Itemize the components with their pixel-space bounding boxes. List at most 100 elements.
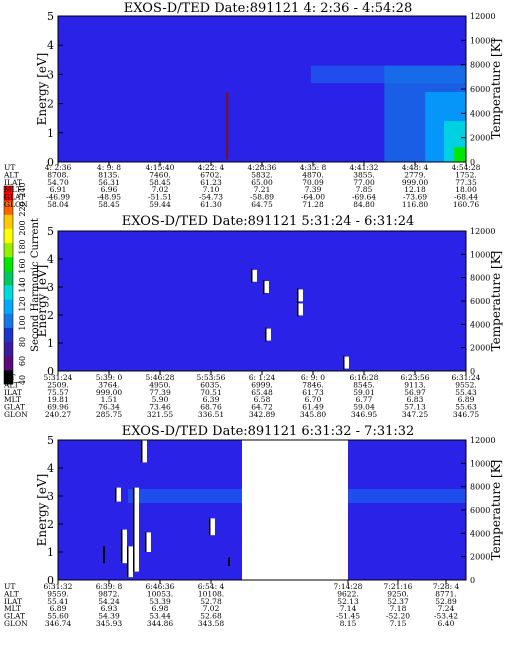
colorbar-tick-label: 80 [18, 337, 27, 347]
cell-glon: 346.74 [45, 619, 71, 628]
bright-streak [298, 303, 303, 316]
cell-glat: -51.51 [148, 193, 172, 202]
y-right-tick-label: 12000 [470, 227, 495, 236]
colorbar-tick-label: 40 [18, 375, 27, 385]
cell-alt: 10053. [147, 589, 173, 598]
cell-alt: 2509. [47, 380, 68, 389]
colorbar-swatch [4, 341, 13, 357]
colorbar-label: Second Harmonic Current [30, 218, 41, 352]
y-tick-label: 2 [47, 309, 54, 322]
y-right-tick-label: 4000 [470, 320, 490, 329]
bright-streak [146, 532, 151, 552]
y-right-tick-label: 0 [470, 367, 475, 376]
cell-alt: 8135. [98, 170, 119, 179]
row-label-mlt: MLT [4, 395, 21, 404]
bright-streak [142, 440, 147, 463]
cell-ut: 6: 1:24 [249, 373, 276, 382]
cell-glat: 61.49 [302, 403, 324, 412]
cell-glat: 68.76 [200, 403, 222, 412]
y-tick-label: 3 [47, 281, 54, 294]
colorbar-tick-label: 180 [18, 239, 27, 254]
dark-edge [228, 557, 230, 566]
cell-glat: -54.73 [199, 193, 223, 202]
cell-ilat: 65.00 [251, 178, 273, 187]
colorbar-swatch [4, 355, 13, 371]
cell-ilat: 54.70 [47, 178, 69, 187]
y-tick-label: 1 [47, 127, 54, 140]
cell-ut: 4:54:28 [452, 163, 481, 172]
cell-mlt: 7.24 [438, 604, 455, 613]
row-label-alt: ALT [3, 589, 19, 598]
cell-glon: 8.15 [340, 619, 357, 628]
y-tick-label: 2 [47, 98, 54, 111]
dark-edge [297, 288, 299, 303]
y-tick-label: 5 [47, 10, 54, 23]
colorbar-swatch [4, 200, 13, 215]
cell-mlt: 7.14 [340, 604, 357, 613]
colorbar-tick-label: 200 [18, 220, 27, 235]
cell-ilat: 999.00 [402, 178, 428, 187]
cell-ilat: 77.00 [353, 178, 375, 187]
colorbar-frame [3, 185, 14, 385]
y-right-tick-label: 6000 [470, 506, 490, 515]
cell-alt: 8708. [47, 170, 68, 179]
y-right-tick-label: 8000 [470, 274, 490, 283]
dark-edge [133, 487, 135, 572]
colorbar-tick-label: 160 [18, 258, 27, 273]
cell-ilat: 56.31 [98, 178, 119, 187]
dark-edge [103, 546, 105, 564]
cell-alt: 3855. [353, 170, 374, 179]
dark-edge [343, 355, 345, 370]
cell-ut: 5:39: 0 [96, 373, 123, 382]
cell-ut: 5:46:28 [146, 373, 175, 382]
cell-alt: 6999. [251, 380, 272, 389]
cell-mlt: 1.51 [101, 395, 118, 404]
cell-ut: 6:54: 4 [198, 582, 225, 591]
cell-glon: 240.27 [45, 410, 71, 419]
colorbar-swatch [4, 369, 13, 385]
y-axis-label: Energy [eV] [35, 53, 49, 126]
band-3ev [128, 489, 242, 503]
y-right-tick-label: 0 [470, 576, 475, 585]
cell-ilat: 52.89 [435, 597, 457, 606]
cell-glon: 84.80 [353, 200, 375, 209]
cell-mlt: 6.70 [305, 395, 322, 404]
cell-glon: 342.89 [249, 410, 275, 419]
spectrogram-panel-2 [58, 231, 466, 371]
y-tick-label: 4 [47, 39, 54, 52]
cell-mlt: 6.83 [407, 395, 424, 404]
y-tick-label: 3 [47, 490, 54, 503]
y-tick-label: 0 [47, 156, 54, 169]
cell-mlt: 7.39 [305, 185, 322, 194]
bright-streak [134, 487, 139, 572]
colorbar-swatch [4, 256, 13, 272]
y-right-tick-label: 4000 [470, 529, 490, 538]
cell-glon: 116.80 [402, 200, 428, 209]
cell-glon: 346.75 [453, 410, 479, 419]
cell-glat: 55.63 [455, 403, 477, 412]
colorbar-tick-label: 240 [18, 182, 27, 197]
y-right-tick-label: 2000 [470, 553, 490, 562]
row-label-glon: GLON [4, 410, 28, 419]
dark-edge [263, 280, 265, 294]
cell-glat: 76.34 [98, 403, 120, 412]
cell-glon: 347.25 [402, 410, 428, 419]
cell-ilat: 77.39 [149, 388, 171, 397]
cell-alt: 3764. [98, 380, 119, 389]
cell-glon: 344.86 [147, 619, 173, 628]
cell-alt: 10108. [198, 589, 224, 598]
dark-edge [297, 302, 299, 317]
y-right-tick-label: 12000 [470, 436, 495, 445]
cell-mlt: 7.10 [203, 185, 220, 194]
cell-ut: 6:16:28 [350, 373, 379, 382]
cell-glon: 71.28 [302, 200, 324, 209]
cell-glon: 7.15 [390, 619, 407, 628]
cell-alt: 9113. [404, 380, 425, 389]
cell-ilat: 55.41 [47, 597, 68, 606]
cell-ut: 4: 2:36 [45, 163, 72, 172]
cell-ut: 6: 9: 0 [301, 373, 325, 382]
y-tick-label: 5 [47, 434, 54, 447]
cell-ut: 6:46:36 [146, 582, 175, 591]
cell-ut: 5:31:24 [44, 373, 73, 382]
cell-glat: 52.68 [200, 612, 222, 621]
